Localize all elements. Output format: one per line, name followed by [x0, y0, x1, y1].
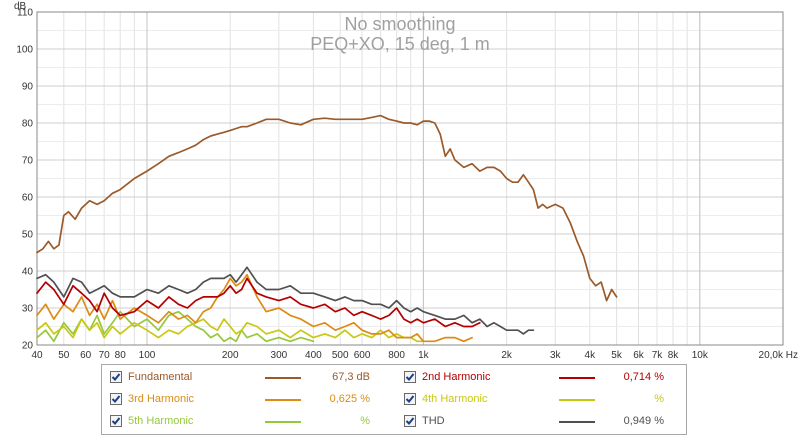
legend-label: 2nd Harmonic — [422, 371, 491, 383]
legend-value: 0,949 % — [623, 415, 664, 427]
x-tick-label: 2k — [501, 350, 513, 361]
y-tick-label: 100 — [16, 45, 33, 56]
x-tick-label: 600 — [354, 350, 371, 361]
legend-label: 5th Harmonic — [128, 415, 194, 427]
x-tick-label: 80 — [115, 350, 127, 361]
x-tick-label: 500 — [332, 350, 349, 361]
legend-swatch — [559, 377, 595, 379]
checkbox-checked-icon[interactable] — [110, 371, 122, 383]
x-tick-label: 7k — [652, 350, 664, 361]
legend-value: % — [360, 415, 370, 427]
legend-label: THD — [422, 415, 445, 427]
x-tick-label: 40 — [31, 350, 43, 361]
legend-label: 4th Harmonic — [422, 393, 488, 405]
x-tick-label: 60 — [80, 350, 92, 361]
y-tick-label: 60 — [22, 193, 34, 204]
legend-value: 0,714 % — [623, 371, 664, 383]
x-tick-label: 3k — [550, 350, 562, 361]
chart-subtitle: PEQ+XO, 15 deg, 1 m — [310, 34, 490, 54]
y-tick-label: 110 — [17, 8, 33, 19]
x-tick-label: 1k — [418, 350, 430, 361]
legend-item-2nd-harmonic[interactable]: 2nd Harmonic 0,714 % — [404, 369, 674, 387]
x-axis-ticks: 40 50 60 70 80 100 200 300 400 500 600 800 1k 2k 3k 4k 5… — [31, 350, 798, 361]
series-line-3rd-harmonic — [36, 273, 473, 343]
series-line-thd — [36, 266, 535, 335]
series-line-2nd-harmonic — [36, 277, 481, 328]
legend-item-4th-harmonic[interactable]: 4th Harmonic % — [404, 391, 674, 409]
y-tick-label: 40 — [22, 267, 34, 278]
x-tick-label: 400 — [305, 350, 322, 361]
x-tick-label: 200 — [222, 350, 239, 361]
x-tick-label: 20,0k Hz — [759, 350, 798, 361]
legend-item-3rd-harmonic[interactable]: 3rd Harmonic 0,625 % — [110, 391, 380, 409]
x-tick-label: 6k — [633, 350, 645, 361]
plot-area — [36, 11, 784, 346]
x-tick-label: 8k — [668, 350, 680, 361]
legend-label: 3rd Harmonic — [128, 393, 195, 405]
legend-value: % — [654, 393, 664, 405]
y-tick-label: 30 — [22, 304, 34, 315]
x-tick-label: 10k — [692, 350, 709, 361]
legend-label: Fundamental — [128, 371, 193, 383]
y-tick-label: 70 — [22, 156, 34, 167]
x-tick-label: 100 — [139, 350, 156, 361]
legend-item-fundamental[interactable]: Fundamental 67,3 dB — [110, 369, 380, 387]
legend-item-5th-harmonic[interactable]: 5th Harmonic % — [110, 413, 380, 431]
checkbox-checked-icon[interactable] — [110, 393, 122, 405]
y-tick-label: 50 — [22, 230, 34, 241]
legend-item-thd[interactable]: THD 0,949 % — [404, 413, 674, 431]
x-tick-label: 50 — [58, 350, 70, 361]
legend-swatch — [559, 399, 595, 401]
series-layer — [36, 114, 618, 343]
x-tick-label: 800 — [388, 350, 405, 361]
x-tick-label: 5k — [611, 350, 623, 361]
chart-title: No smoothing — [344, 14, 455, 34]
grid — [36, 11, 784, 346]
checkbox-checked-icon[interactable] — [404, 393, 416, 405]
series-line-fundamental — [36, 114, 618, 302]
y-tick-label: 90 — [22, 82, 34, 93]
frequency-response-chart: 20 30 40 50 60 70 80 90 100 110 40 50 60 70 80 100 200 3… — [14, 1, 798, 361]
y-axis-label: dB — [14, 1, 27, 12]
checkbox-checked-icon[interactable] — [110, 415, 122, 427]
checkbox-checked-icon[interactable] — [404, 371, 416, 383]
legend-swatch — [559, 421, 595, 423]
x-tick-label: 4k — [585, 350, 597, 361]
series-line-4th-harmonic — [36, 318, 425, 343]
legend-value: 67,3 dB — [332, 371, 370, 383]
y-tick-label: 80 — [22, 119, 34, 130]
x-tick-label: 70 — [99, 350, 111, 361]
y-tick-label: 20 — [22, 341, 34, 352]
legend-swatch — [265, 377, 301, 379]
x-tick-label: 300 — [271, 350, 288, 361]
legend: Fundamental 67,3 dB 2nd Harmonic 0,714 %… — [101, 364, 687, 435]
checkbox-checked-icon[interactable] — [404, 415, 416, 427]
y-axis-ticks: 20 30 40 50 60 70 80 90 100 110 — [16, 8, 33, 352]
legend-swatch — [265, 399, 301, 401]
legend-value: 0,625 % — [329, 393, 370, 405]
legend-swatch — [265, 421, 301, 423]
